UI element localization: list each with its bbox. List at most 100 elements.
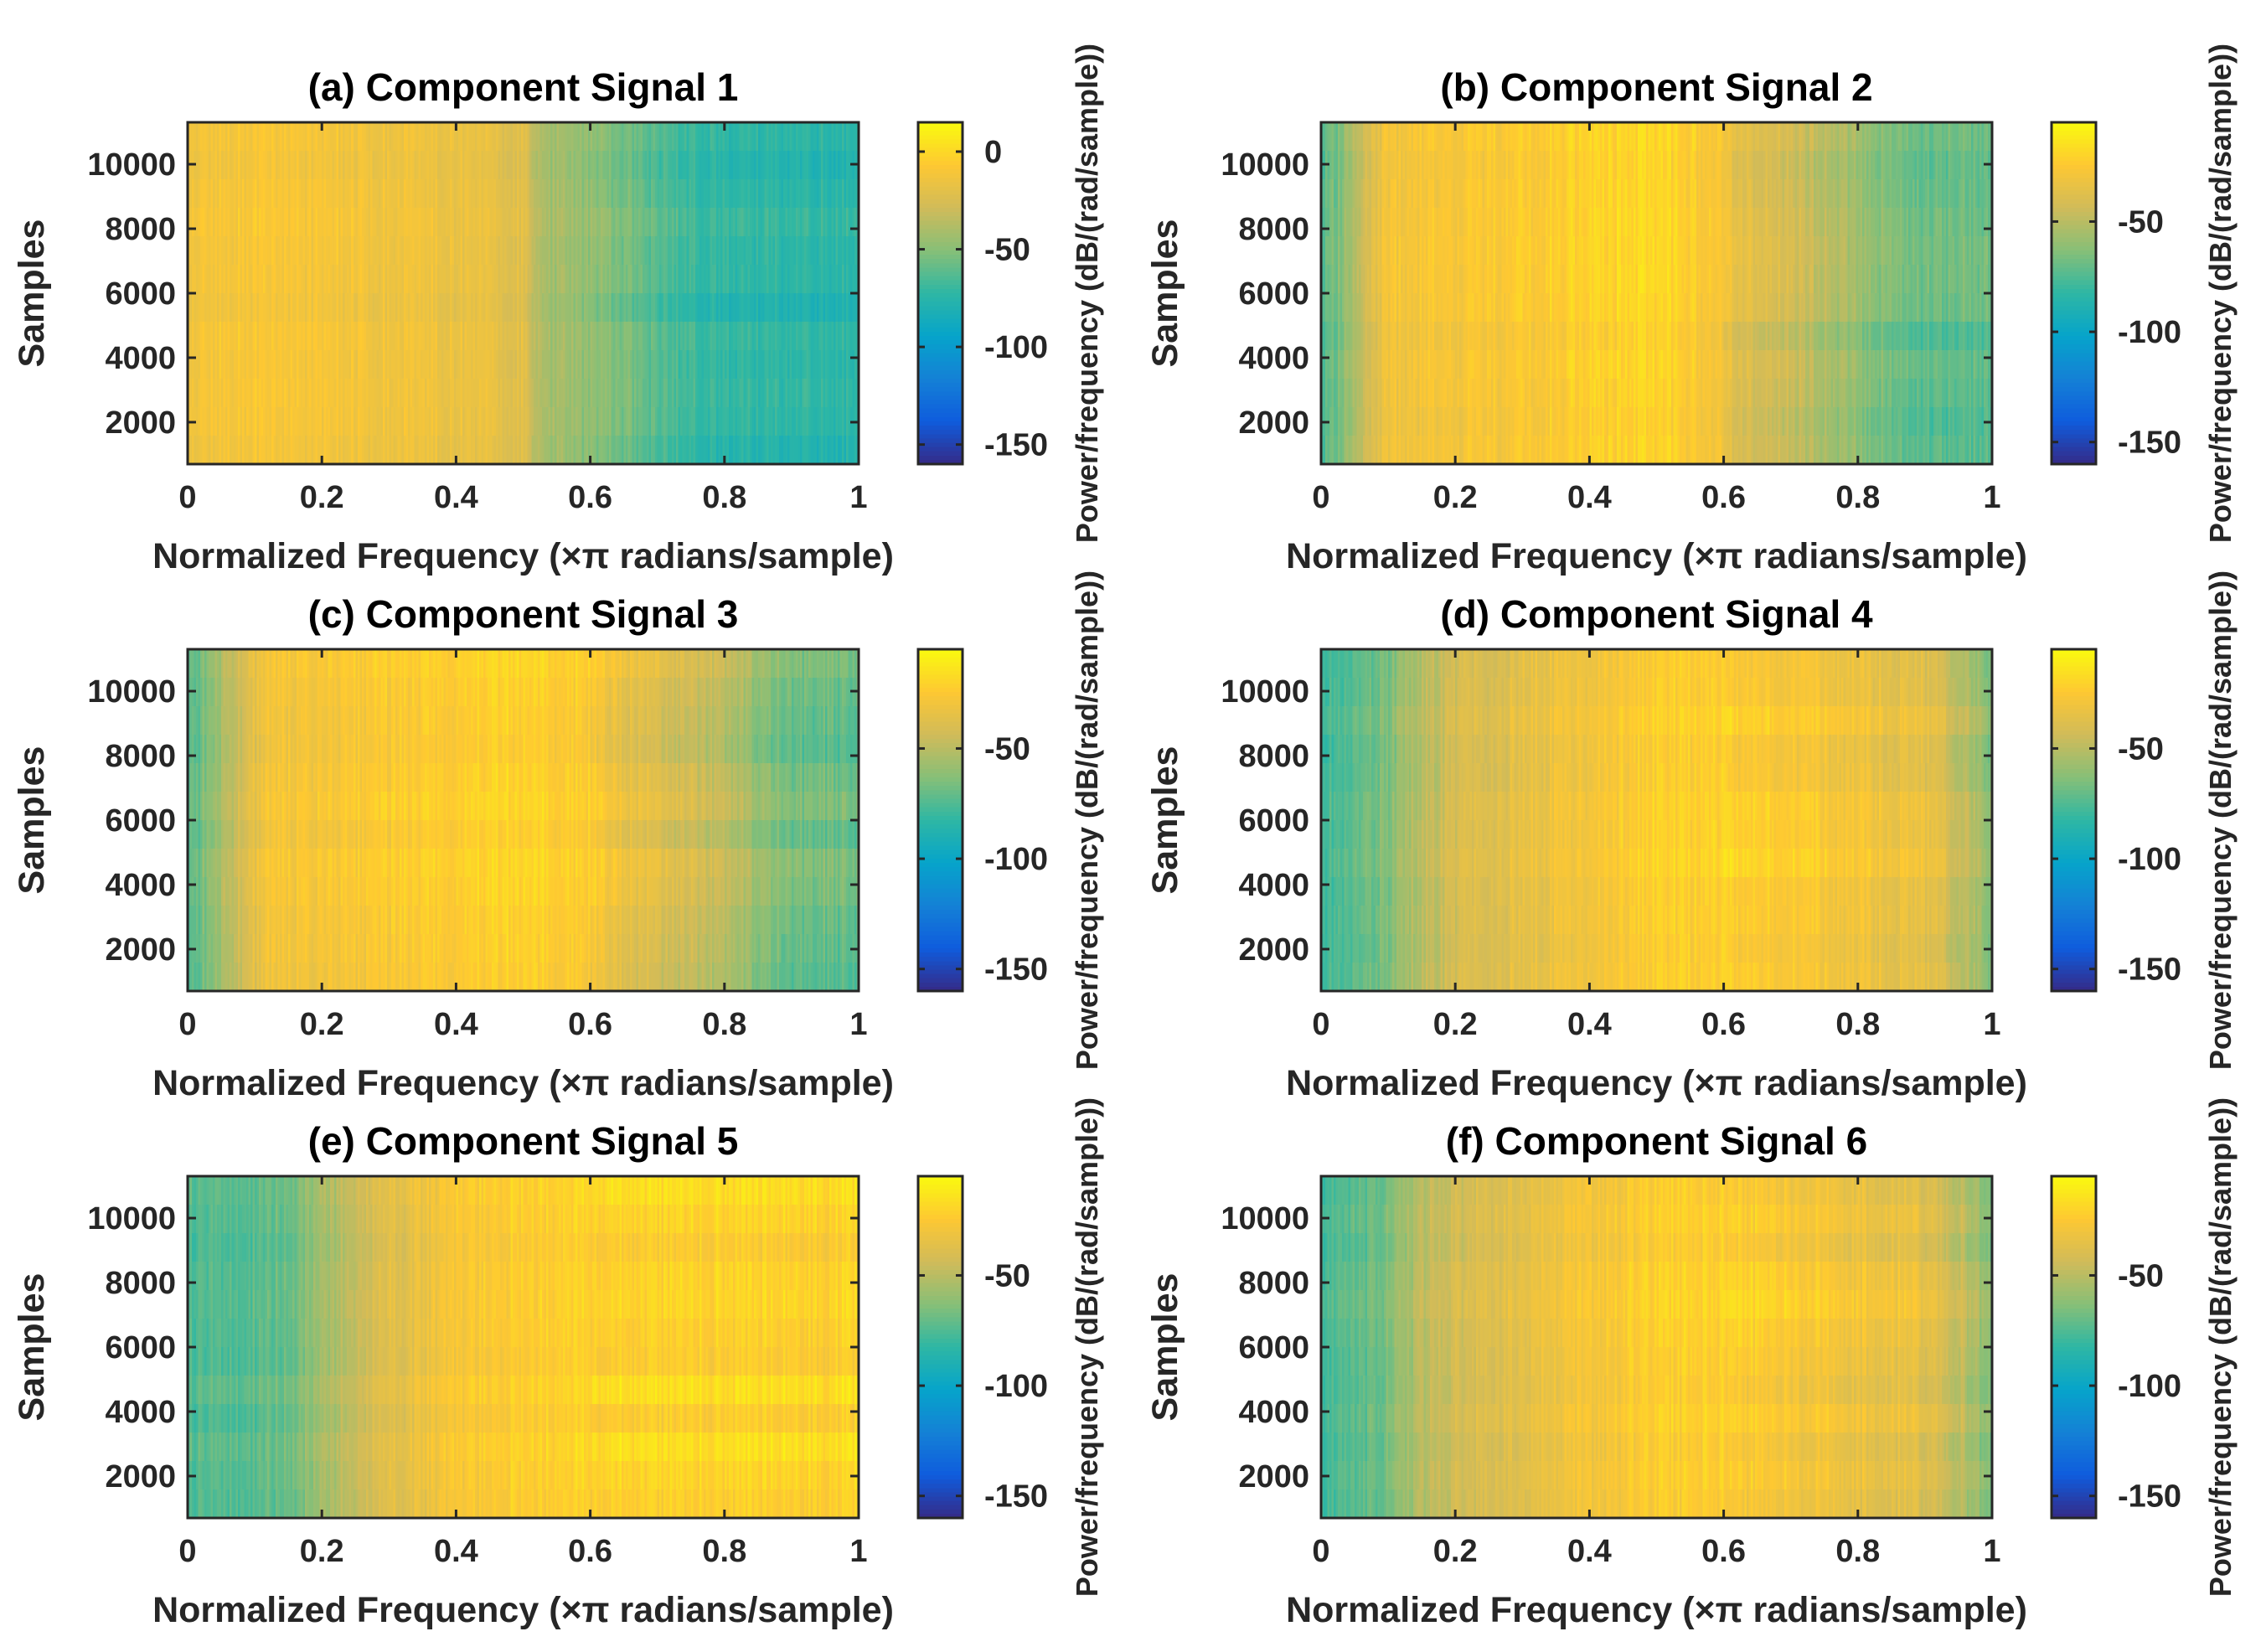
heatmap-cell [749,265,752,294]
heatmap-cell [431,436,434,465]
heatmap-cell [644,379,648,408]
heatmap-cell [230,122,233,152]
heatmap-cell [659,265,663,294]
heatmap-cell [581,379,585,408]
heatmap-cell [1422,350,1425,379]
heatmap-cell [827,122,830,152]
heatmap-cell [1321,322,1324,351]
heatmap-cell [730,122,734,152]
heatmap-cell [613,208,617,237]
heatmap-cell [401,379,405,408]
heatmap-cell [760,236,763,266]
heatmap-cell [724,350,727,379]
heatmap-cell [223,122,226,152]
heatmap-cell [1356,436,1360,465]
heatmap-cell [196,208,199,237]
heatmap-cell [355,265,359,294]
heatmap-cell [761,179,765,209]
heatmap-cell [623,265,627,294]
heatmap-cell [252,436,256,465]
heatmap-cell [380,436,384,465]
heatmap-cell [263,236,266,266]
heatmap-cell [849,350,854,379]
heatmap-cell [238,236,241,266]
heatmap-cell [309,236,312,266]
heatmap-cell [753,208,756,237]
heatmap-cell [234,151,237,180]
heatmap-cell [200,236,204,266]
heatmap-cell [601,179,604,209]
heatmap-cell [347,179,350,209]
colorbar-segment [918,199,963,204]
heatmap-cell [302,179,306,209]
heatmap-cell [255,151,258,180]
heatmap-cell [607,407,610,436]
heatmap-cell [1331,350,1334,379]
heatmap-cell [359,151,363,180]
heatmap-cell [831,350,834,379]
heatmap-cell [703,179,706,209]
heatmap-cell [385,322,388,351]
heatmap-cell [519,350,522,379]
heatmap-cell [714,322,717,351]
heatmap-cell [376,208,379,237]
heatmap-cell [833,236,837,266]
heatmap-cell [791,350,794,379]
heatmap-cell [246,407,250,436]
heatmap-cell [1415,265,1418,294]
heatmap-cell [1339,151,1343,180]
heatmap-cell [432,293,436,323]
heatmap-cell [1350,236,1354,266]
heatmap-cell [217,379,220,408]
heatmap-cell [489,265,493,294]
heatmap-cell [718,379,721,408]
heatmap-cell [844,436,847,465]
heatmap-cell [538,407,541,436]
heatmap-cell [485,208,488,237]
x-axis-label: Normalized Frequency (×π radians/sample) [152,536,894,576]
heatmap-cell [761,350,765,379]
heatmap-cell [1419,208,1422,237]
heatmap-cell [456,407,459,436]
heatmap-cell [770,322,773,351]
heatmap-cell [799,350,803,379]
heatmap-cell [414,379,417,408]
heatmap-cell [651,436,654,465]
heatmap-cell [478,379,483,408]
heatmap-cell [812,407,816,436]
heatmap-cell [510,208,514,237]
heatmap-cell [791,179,794,209]
heatmap-cell [196,379,199,408]
heatmap-cell [724,322,727,351]
heatmap-cell [355,151,359,180]
heatmap-cell [521,265,524,294]
heatmap-cell [806,236,809,266]
heatmap-cell [751,407,755,436]
heatmap-cell [1469,322,1473,351]
heatmap-cell [313,151,317,180]
heatmap-cell [588,436,591,465]
heatmap-cell [477,265,480,294]
heatmap-cell [1388,322,1391,351]
heatmap-cell [711,179,715,209]
heatmap-cell [198,379,201,408]
heatmap-cell [255,179,258,209]
heatmap-cell [206,379,209,408]
heatmap-cell [198,293,201,323]
heatmap-cell [280,151,283,180]
heatmap-cell [353,407,356,436]
heatmap-cell [1327,379,1330,408]
heatmap-cell [636,208,639,237]
heatmap-cell [699,379,702,408]
heatmap-cell [1417,407,1421,436]
heatmap-cell [1369,236,1372,266]
heatmap-cell [778,350,782,379]
heatmap-cell [728,179,731,209]
heatmap-cell [732,265,736,294]
heatmap-cell [244,179,247,209]
heatmap-cell [452,436,455,465]
heatmap-cell [204,350,208,379]
heatmap-cell [1356,236,1360,266]
heatmap-cell [309,208,312,237]
heatmap-cell [820,122,824,152]
